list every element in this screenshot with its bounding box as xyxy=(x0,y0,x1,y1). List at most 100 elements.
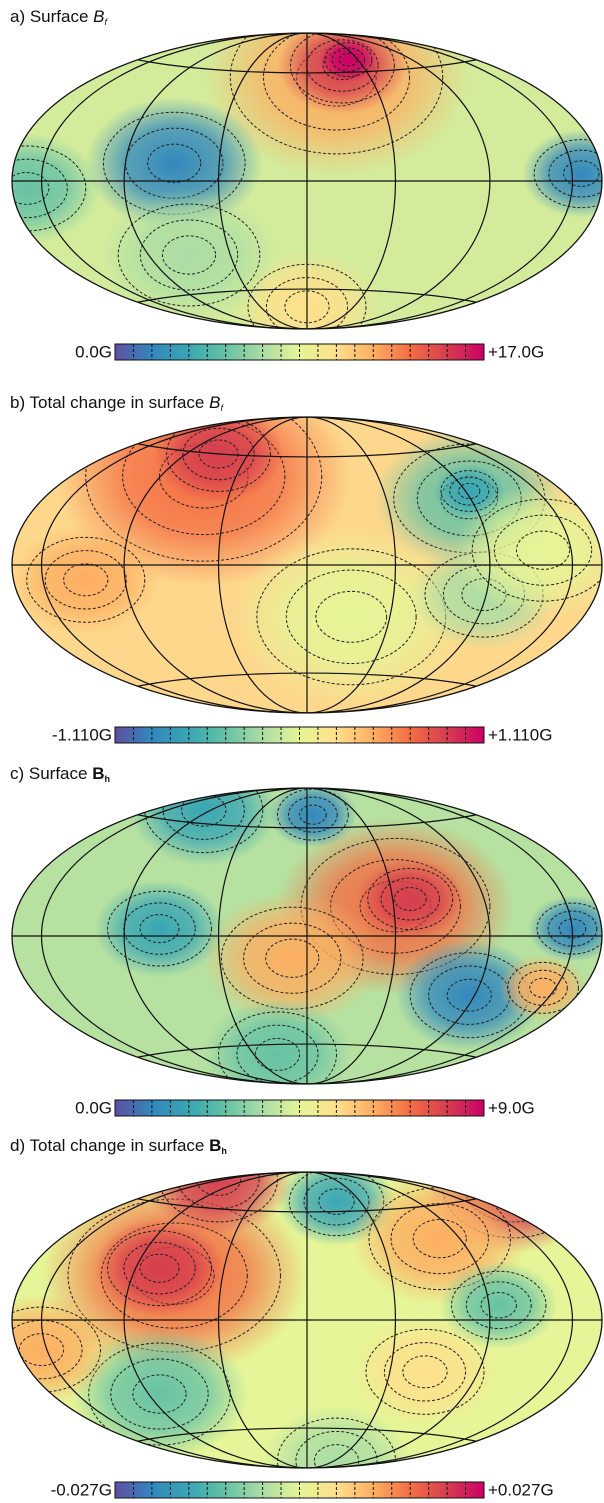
contour xyxy=(284,290,330,324)
contour xyxy=(451,1270,547,1340)
graticule xyxy=(123,1172,491,1468)
contour xyxy=(12,171,50,205)
colorbar-max-label: +17.0G xyxy=(488,342,544,361)
title-symbol: B xyxy=(92,764,104,783)
field-blob xyxy=(12,524,160,636)
contour xyxy=(63,563,109,597)
field-blob xyxy=(12,1294,116,1405)
map xyxy=(12,417,602,713)
graticule xyxy=(123,417,491,713)
colorbar-max-label: +1.110G xyxy=(488,725,552,744)
field-blob xyxy=(203,999,352,1084)
map-outline xyxy=(11,32,603,330)
contour xyxy=(315,590,388,643)
graticule xyxy=(217,417,397,713)
field-blob xyxy=(94,879,225,978)
contour xyxy=(265,938,320,978)
contour xyxy=(493,514,593,586)
contour xyxy=(412,1218,467,1259)
contour xyxy=(229,33,444,155)
map xyxy=(12,1172,602,1468)
map-outline xyxy=(11,416,603,714)
field-blob xyxy=(94,1219,225,1317)
panel-title: d) Total change in surface Bh xyxy=(10,1136,227,1156)
title-subscript: f xyxy=(105,17,109,27)
title-prefix: d) Total change in surface xyxy=(10,1136,209,1155)
contour xyxy=(465,1281,532,1330)
contour xyxy=(515,530,571,570)
map xyxy=(12,788,602,1084)
contour xyxy=(139,1253,180,1283)
panel: b) Total change in surface Bf -1.110G +1.1… xyxy=(10,393,603,744)
contour xyxy=(181,793,227,827)
title-symbol: B xyxy=(93,7,104,26)
map-outline xyxy=(11,1171,603,1469)
contour xyxy=(117,203,261,307)
contour xyxy=(393,887,427,911)
contour xyxy=(243,922,342,994)
contour xyxy=(107,1230,212,1307)
panel-title: c) Surface Bh xyxy=(10,764,110,784)
field-blob xyxy=(439,1260,558,1350)
contour xyxy=(547,910,598,947)
colorbar-max-label: +9.0G xyxy=(488,1098,535,1117)
field-blob xyxy=(357,859,464,939)
colorbar-max-label: +0.027G xyxy=(488,1480,554,1499)
contour xyxy=(26,536,146,623)
graticule xyxy=(40,417,574,713)
contour xyxy=(458,482,481,500)
contour xyxy=(324,42,373,78)
contour xyxy=(486,1172,541,1207)
contour xyxy=(331,47,366,72)
map-outline xyxy=(11,787,603,1085)
graticule xyxy=(40,33,574,329)
contour xyxy=(383,1342,467,1402)
contour xyxy=(195,1172,242,1196)
contour xyxy=(18,1333,65,1367)
graticule xyxy=(123,788,491,1084)
contour xyxy=(533,139,602,209)
panel-title: b) Total change in surface Bf xyxy=(10,393,224,413)
field-blob xyxy=(203,891,381,1025)
field-blob xyxy=(71,1327,248,1461)
contour xyxy=(368,1187,512,1291)
contour xyxy=(107,890,212,967)
contour xyxy=(12,158,68,219)
field-blob xyxy=(351,1316,499,1428)
colorbar-min-label: -1.110G xyxy=(52,725,112,744)
field-blob xyxy=(262,1405,411,1468)
contour xyxy=(449,476,490,506)
colorbar-min-label: -0.027G xyxy=(51,1480,112,1499)
graticule xyxy=(217,788,397,1084)
field-blob xyxy=(498,954,588,1021)
contour xyxy=(289,33,395,104)
contour xyxy=(198,439,239,469)
graticule xyxy=(40,788,574,1084)
contour xyxy=(254,1037,301,1071)
contour xyxy=(536,902,602,955)
panel-title: a) Surface Bf xyxy=(10,7,109,27)
contour xyxy=(563,160,600,187)
contour xyxy=(507,961,579,1014)
colorbar-min-label: 0.0G xyxy=(75,1098,112,1117)
contour xyxy=(277,788,349,841)
contour xyxy=(402,1355,448,1389)
panel: a) Surface Bf 0.0G +17.0G xyxy=(10,7,603,361)
field-blob xyxy=(268,788,358,848)
graticule xyxy=(40,1172,574,1468)
graticule xyxy=(123,33,491,329)
contour xyxy=(288,796,338,833)
contour xyxy=(390,1203,489,1275)
field-blob xyxy=(233,528,470,706)
contour xyxy=(139,219,239,291)
contour xyxy=(162,788,245,840)
panel: c) Surface Bh 0.0G +9.0G xyxy=(10,764,603,1117)
title-prefix: a) Surface xyxy=(10,7,93,26)
contour xyxy=(299,804,327,825)
contour xyxy=(446,978,492,1012)
contour xyxy=(123,1241,196,1295)
contour xyxy=(318,1188,355,1215)
field-blob xyxy=(12,133,101,244)
contour xyxy=(313,1444,360,1468)
